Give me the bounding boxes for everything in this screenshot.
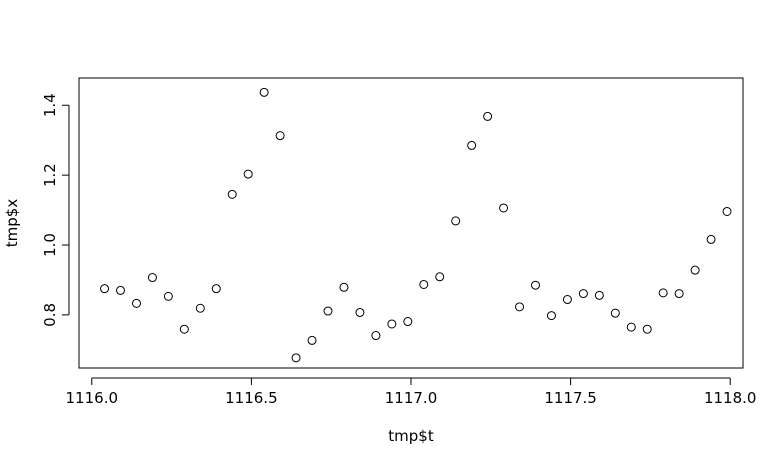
data-point (499, 203, 509, 213)
x-tick-label: 1117.0 (385, 389, 438, 407)
data-point (323, 306, 333, 316)
data-point (371, 331, 381, 341)
data-point (275, 131, 285, 141)
data-point (355, 307, 365, 317)
data-point (562, 295, 572, 305)
data-point (291, 353, 301, 363)
data-point (626, 322, 636, 332)
data-point (259, 87, 269, 97)
data-point (387, 319, 397, 329)
data-point (578, 289, 588, 299)
data-point (131, 298, 141, 308)
data-point (227, 189, 237, 199)
data-point (483, 111, 493, 121)
data-point (116, 285, 125, 295)
data-point (339, 282, 349, 292)
x-tick-label: 1117.5 (544, 389, 597, 407)
data-point (435, 272, 445, 282)
data-point (658, 288, 668, 298)
data-point (163, 291, 173, 301)
data-point (451, 216, 461, 226)
data-point (467, 140, 477, 150)
y-tick-label: 0.8 (41, 303, 59, 327)
data-points (100, 87, 732, 363)
data-point (515, 302, 525, 312)
x-tick-label: 1116.5 (225, 389, 278, 407)
data-point (722, 206, 732, 216)
data-point (419, 279, 429, 289)
data-point (307, 335, 317, 345)
plot-frame (78, 77, 744, 369)
data-point (211, 284, 221, 294)
data-point (403, 317, 413, 327)
x-tick-label: 1118.0 (704, 389, 757, 407)
x-axis-label: tmp$t (388, 427, 434, 445)
x-tick-label: 1116.0 (66, 389, 119, 407)
data-point (179, 324, 189, 334)
data-point (642, 324, 652, 334)
data-point (243, 169, 253, 179)
data-point (610, 308, 620, 318)
y-tick-label: 1.2 (41, 163, 59, 187)
data-point (531, 280, 540, 290)
y-tick-label: 1.4 (41, 93, 59, 117)
data-point (706, 234, 716, 244)
data-point (100, 284, 110, 294)
data-point (674, 289, 684, 299)
x-axis: 1116.0 1116.5 1117.0 1117.5 1118.0 (66, 377, 757, 407)
data-point (546, 311, 556, 321)
y-axis-label: tmp$x (3, 199, 21, 248)
data-point (147, 273, 157, 283)
y-tick-label: 1.0 (41, 233, 59, 257)
data-point (594, 290, 604, 300)
data-point (195, 303, 205, 313)
data-point (690, 265, 700, 275)
y-axis: 0.8 1.0 1.2 1.4 (41, 93, 70, 327)
